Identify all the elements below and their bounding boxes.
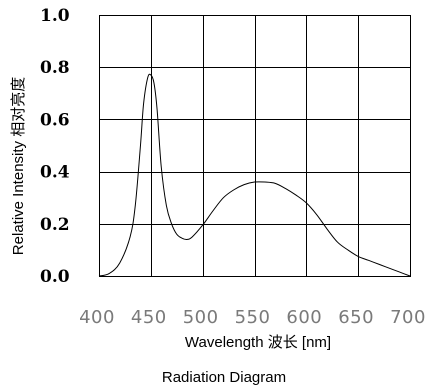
series-layer bbox=[98, 73, 411, 277]
x-tick-label: 550 bbox=[235, 307, 271, 328]
x-tick-label: 600 bbox=[286, 307, 322, 328]
y-tick-label: 0.8 bbox=[40, 58, 70, 78]
x-tick-label: 400 bbox=[79, 307, 115, 328]
spectrum-line bbox=[98, 73, 411, 277]
x-tick-label: 500 bbox=[183, 307, 219, 328]
y-tick-label: 0.0 bbox=[40, 267, 70, 287]
y-tick-label: 0.2 bbox=[40, 215, 70, 235]
y-tick-label: 0.4 bbox=[40, 163, 70, 183]
x-tick-label: 450 bbox=[131, 307, 167, 328]
y-tick-labels: 1.0 0.8 0.6 0.4 0.2 0.0 bbox=[40, 6, 70, 287]
x-tick-labels: 400 450 500 550 600 650 700 bbox=[79, 307, 426, 328]
x-axis-label: Wavelength 波长 [nm] bbox=[185, 334, 331, 351]
y-tick-label: 0.6 bbox=[40, 110, 70, 130]
x-tick-label: 650 bbox=[338, 307, 374, 328]
y-tick-label: 1.0 bbox=[40, 6, 70, 26]
chart-caption: Radiation Diagram bbox=[162, 369, 286, 386]
grid-lines bbox=[99, 15, 411, 277]
plot-frame bbox=[99, 15, 411, 277]
y-axis-label: Relative Intensity 相对亮度 bbox=[10, 77, 27, 255]
x-tick-label: 700 bbox=[390, 307, 426, 328]
